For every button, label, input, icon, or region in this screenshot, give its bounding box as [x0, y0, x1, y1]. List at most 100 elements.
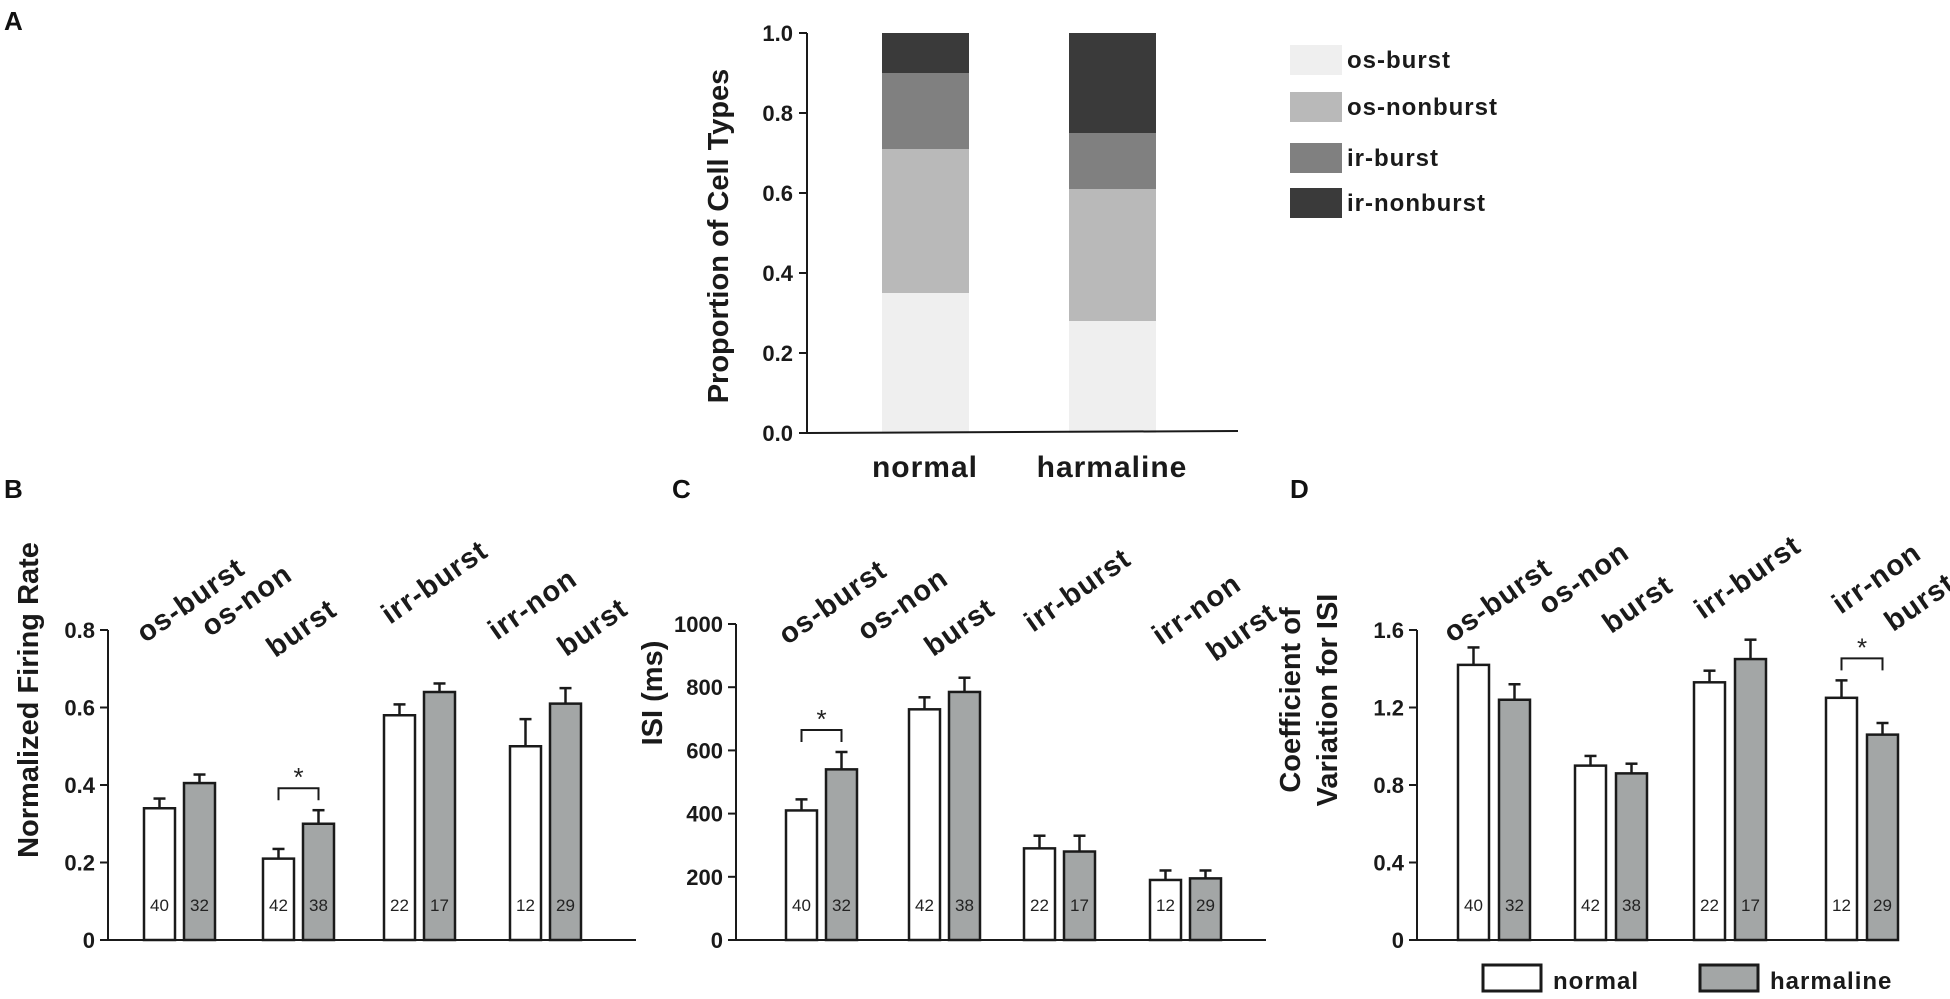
stack-segment-os_nonburst-harmaline	[1069, 189, 1156, 321]
panel-d-n-label-normal: 40	[1464, 896, 1483, 915]
panel-d-n-label-normal: 12	[1832, 896, 1851, 915]
panel-b-bar-normal	[142, 807, 177, 942]
panel-c-y-tick-label: 1000	[674, 612, 723, 637]
panel-a-stacks	[882, 33, 1156, 433]
legend-normal-swatch	[1481, 963, 1543, 993]
legend-harmaline-label: harmaline	[1770, 968, 1892, 995]
panel-c-n-label-normal: 42	[915, 896, 934, 915]
panel-c-bar-normal	[907, 708, 942, 942]
panel-d-n-label-harmaline: 32	[1505, 896, 1524, 915]
panel-c-n-label-normal: 22	[1030, 896, 1049, 915]
stack-segment-ir_burst-harmaline	[1069, 133, 1156, 189]
legend-label-os_nonburst: os-nonburst	[1347, 94, 1498, 121]
panel-b-significance-star: *	[293, 762, 303, 792]
legend-label-ir_nonburst: ir-nonburst	[1347, 190, 1486, 217]
panel-a-chart: 0.0 0.2 0.4 0.6 0.8 1.0 Proportion of Cell Ty…	[703, 21, 1498, 484]
panel-c-group-label: irr-burst	[1019, 543, 1137, 639]
panel-d-n-label-normal: 22	[1700, 896, 1719, 915]
panel-d-y-tick-label: 0.8	[1373, 773, 1404, 798]
panel-c-n-label-normal: 40	[792, 896, 811, 915]
panel-a-y-title: Proportion of Cell Types	[703, 69, 735, 404]
panel-c-significance-star: *	[816, 704, 826, 734]
panel-c-y-tick-label: 800	[686, 675, 723, 700]
stack-segment-os_nonburst-normal	[882, 149, 969, 293]
panel-d-y-tick-label: 1.6	[1373, 618, 1404, 643]
panel-b-n-label-normal: 42	[269, 896, 288, 915]
panel-c-bar-harmaline	[824, 768, 859, 942]
panel-d-bar-harmaline	[1733, 657, 1768, 942]
stack-segment-ir_nonburst-harmaline	[1069, 33, 1156, 133]
panel-c-n-label-normal: 12	[1156, 896, 1175, 915]
panel-letter-a: A	[4, 6, 23, 36]
panel-a-y-tick-label: 0.0	[762, 421, 793, 446]
legend-normal-label: normal	[1553, 968, 1639, 995]
panel-c-bar-normal	[1022, 847, 1057, 942]
legend-swatch-os_burst	[1290, 45, 1342, 75]
panel-b-bar-harmaline	[422, 690, 457, 942]
panel-c-n-label-harmaline: 38	[955, 896, 974, 915]
panel-a-y-tick-label: 0.4	[762, 261, 793, 286]
legend-swatch-os_nonburst	[1290, 92, 1342, 122]
panel-b-group-label: burst	[552, 592, 634, 663]
panel-b-y-tick-label: 0.4	[64, 773, 95, 798]
panel-b-bar-normal	[508, 745, 543, 942]
panel-a-y-tick-label: 0.6	[762, 181, 793, 206]
panel-c-bar-normal	[784, 809, 819, 942]
stack-segment-ir_burst-normal	[882, 73, 969, 149]
panel-b-y-tick-label: 0.8	[64, 618, 95, 643]
panel-b-n-label-harmaline: 32	[190, 896, 209, 915]
panel-d-y-tick-label: 0	[1392, 928, 1404, 953]
panel-c-n-label-harmaline: 17	[1070, 896, 1089, 915]
panel-b-y-tick-label: 0.6	[64, 696, 95, 721]
panel-c-y-tick-label: 600	[686, 738, 723, 763]
panel-b-bar-harmaline	[301, 822, 336, 942]
panel-letter-d: D	[1290, 474, 1309, 504]
panel-a-y-ticks: 0.0 0.2 0.4 0.6 0.8 1.0	[762, 21, 807, 446]
panel-b-n-label-normal: 22	[390, 896, 409, 915]
panel-c-y-title: ISI (ms)	[637, 641, 669, 746]
panel-d-y-title-line1: Coefficient of	[1275, 607, 1307, 793]
panel-c-y-tick-label: 0	[711, 928, 723, 953]
panel-a-legend: os-burst os-nonburst ir-burst ir-nonburst	[1290, 45, 1498, 218]
panel-d-bar-normal	[1824, 696, 1859, 942]
panel-d-n-label-harmaline: 17	[1741, 896, 1760, 915]
panel-b-significance-bracket	[277, 787, 320, 801]
panel-c-y-tick-label: 400	[686, 802, 723, 827]
panel-c-bar-normal	[1148, 878, 1183, 942]
panel-d-group-label: irr-burst	[1689, 530, 1807, 626]
panel-letter-c: C	[672, 474, 691, 504]
legend-label-os_burst: os-burst	[1347, 47, 1451, 74]
panel-c-y-tick-label: 200	[686, 865, 723, 890]
panel-letter-b: B	[4, 474, 23, 504]
panel-d-n-label-harmaline: 29	[1873, 896, 1892, 915]
panel-d-n-label-normal: 42	[1581, 896, 1600, 915]
panel-b-n-label-harmaline: 38	[309, 896, 328, 915]
panel-d-significance-bracket	[1840, 657, 1884, 671]
panel-c-significance-bracket	[800, 728, 843, 742]
panel-b-y-tick-label: 0	[83, 928, 95, 953]
stack-segment-ir_nonburst-normal	[882, 33, 969, 73]
panel-b-chart: Normalized Firing Rate 0 0.2 0.4 0.6 0.8 40 32…	[13, 535, 636, 953]
panel-d-y-tick-label: 0.4	[1373, 851, 1404, 876]
panel-b-n-label-harmaline: 17	[430, 896, 449, 915]
panel-b-y-tick-label: 0.2	[64, 851, 95, 876]
panel-d-significance-star: *	[1857, 632, 1867, 662]
panel-d-n-label-harmaline: 38	[1622, 896, 1641, 915]
panel-b-n-label-normal: 12	[516, 896, 535, 915]
panel-b-group-label: irr-burst	[376, 535, 494, 631]
bottom-legend: normal harmaline	[1481, 963, 1892, 995]
panel-a-y-tick-label: 0.2	[762, 341, 793, 366]
panel-c-n-label-harmaline: 29	[1196, 896, 1215, 915]
panel-d-y-title-line2: Variation for ISI	[1312, 594, 1344, 807]
panel-d-y-tick-label: 1.2	[1373, 696, 1404, 721]
stack-segment-os_burst-normal	[882, 293, 969, 433]
panel-d-bar-harmaline	[1497, 698, 1532, 942]
panel-a-y-tick-label: 1.0	[762, 21, 793, 46]
legend-label-ir_burst: ir-burst	[1347, 145, 1439, 172]
panel-c-n-label-harmaline: 32	[832, 896, 851, 915]
panel-b-y-title: Normalized Firing Rate	[13, 542, 45, 858]
stack-segment-os_burst-harmaline	[1069, 321, 1156, 433]
panel-b-bar-harmaline	[182, 781, 217, 942]
